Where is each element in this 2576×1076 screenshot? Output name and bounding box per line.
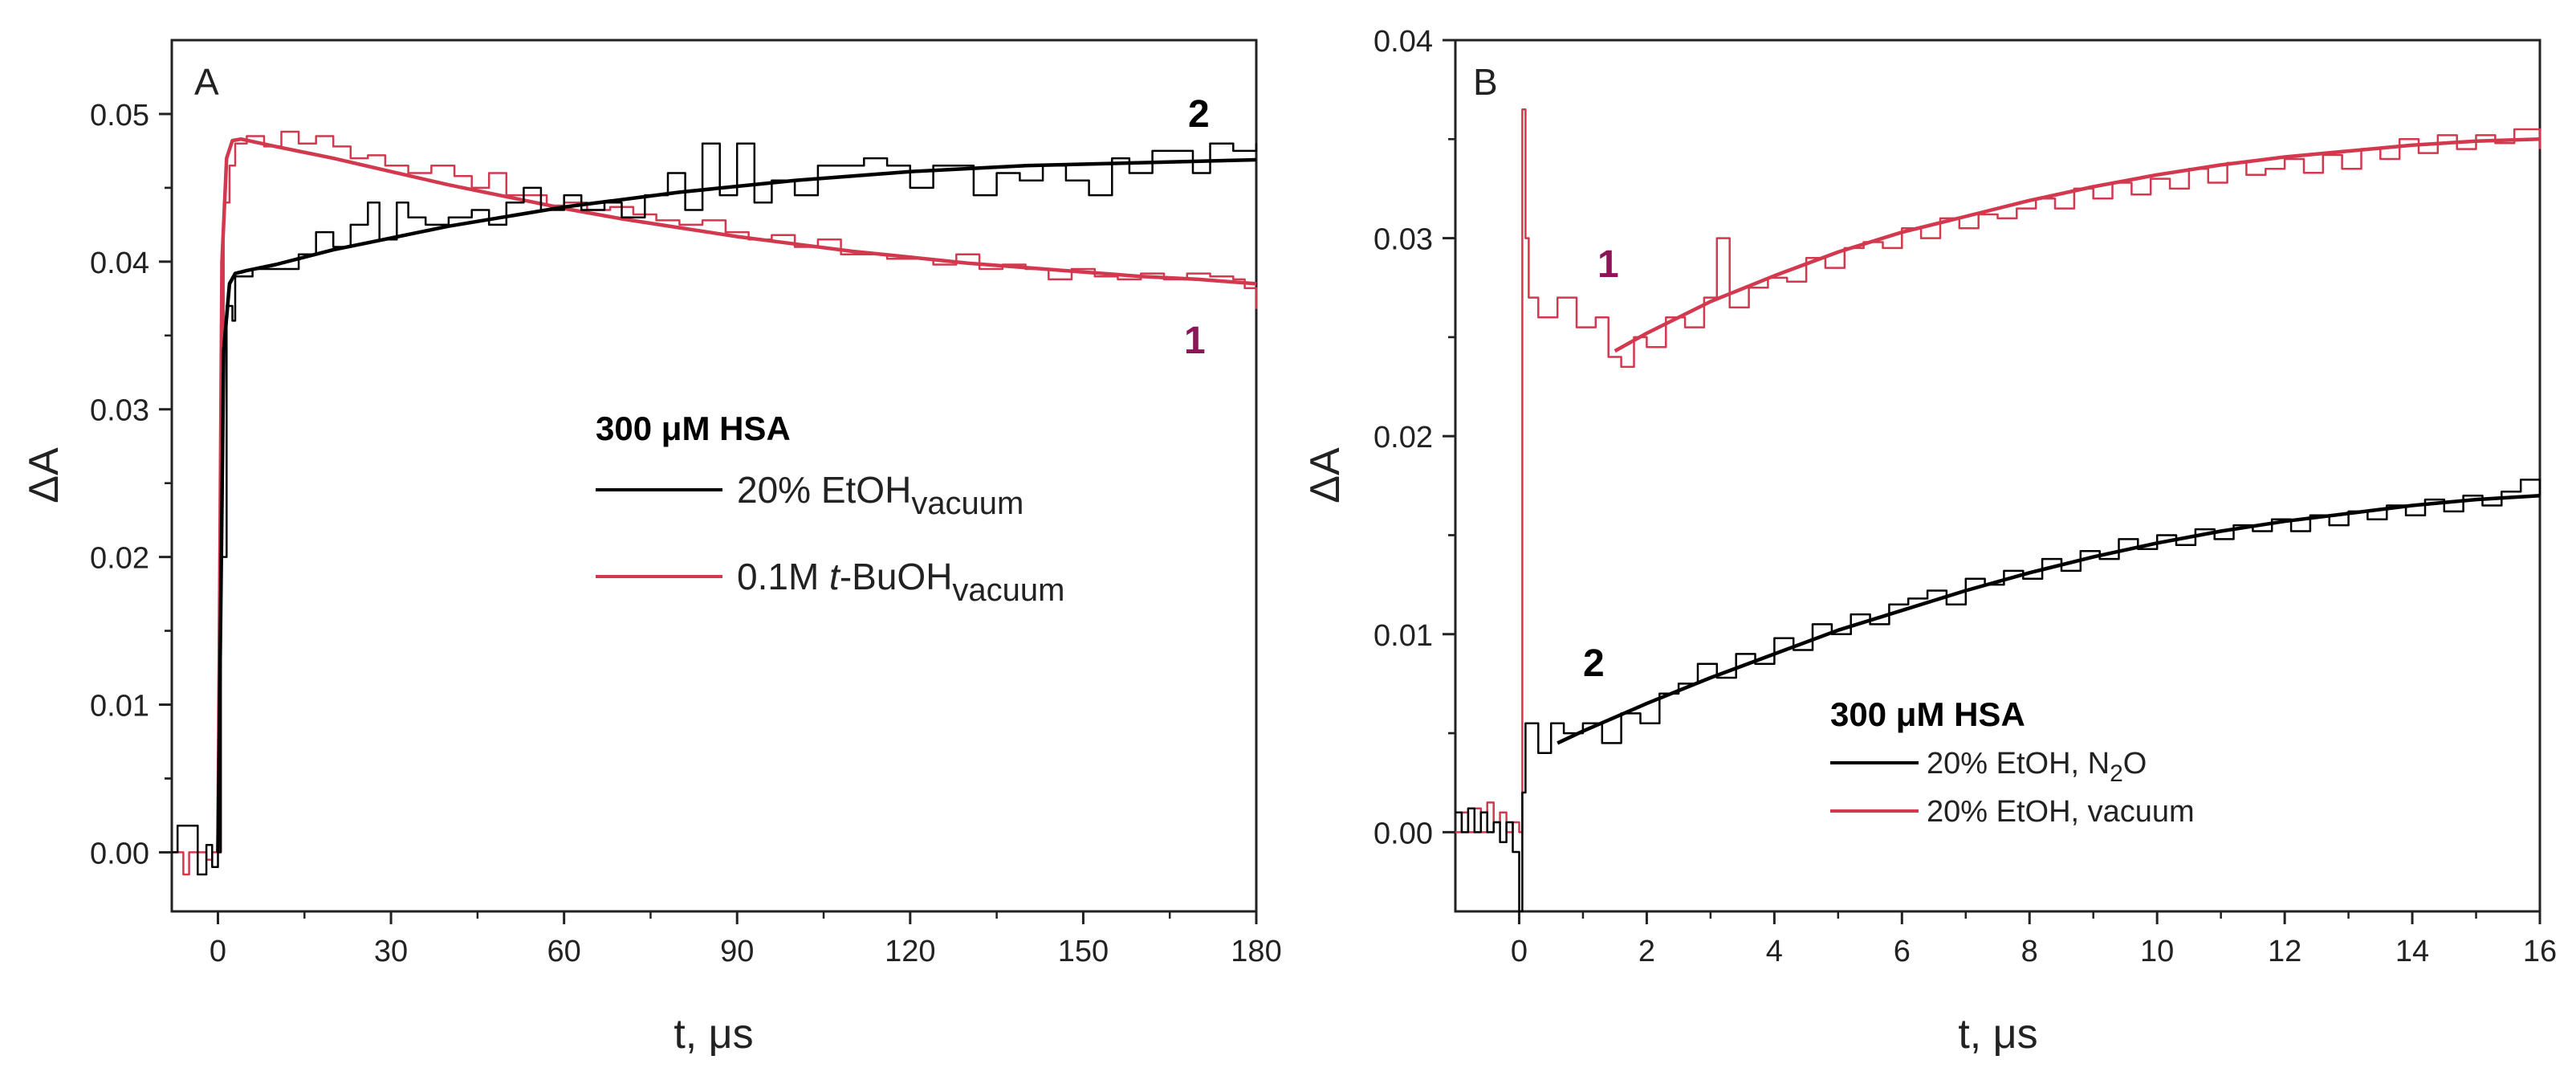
x-tick-label-b: 6: [1894, 935, 1911, 968]
y-tick-label-b: 0.00: [1373, 817, 1433, 850]
x-tick-label-b: 2: [1638, 935, 1655, 968]
legend-entry-a-1-pre: 0.1M: [737, 556, 829, 597]
curve-label-2-a: 2: [1188, 93, 1210, 136]
series-raw-a-1: [172, 130, 1258, 876]
legend-entry-b-1: 20% EtOH, vacuum: [1927, 795, 2195, 829]
ticks-a: 0 30 60 90 120 150 180 0.00 0.01 0.02 0.03 0.04 0.05: [90, 99, 1282, 968]
legend-entry-b-0-text: 20% EtOH, N: [1927, 747, 2110, 781]
legend-entry-b-0-sub: 2: [2110, 760, 2123, 787]
legend-title-a: 300 μM HSA: [596, 410, 791, 447]
x-tick-label-b: 16: [2523, 935, 2557, 968]
series-fit-a-2: [216, 157, 1257, 853]
x-tick-label-b: 8: [2021, 935, 2038, 968]
y-tick-label-a: 0.01: [90, 690, 149, 723]
legend-a: 300 μM HSA 20% EtOHvacuum 0.1M t-BuOHvac…: [596, 410, 1064, 608]
series-raw-b-1: [1455, 108, 2541, 833]
y-axis-label-b: ΔA: [1302, 447, 1349, 503]
x-axis-label-a: t, μs: [674, 1011, 753, 1058]
x-tick-label-a: 30: [374, 935, 408, 968]
x-tick-label-b: 14: [2395, 935, 2429, 968]
legend-entry-a-1: 0.1M t-BuOHvacuum: [737, 556, 1064, 608]
ticks-b: 0 2 4 6 8 10 12 14 160.000.010.020.030.04: [1373, 25, 2557, 968]
chart-b: 0 2 4 6 8 10 12 14 160.000.010.020.030.04 B t, μ…: [1302, 25, 2557, 1058]
legend-entry-b-0-post: O: [2123, 747, 2147, 781]
x-tick-label-b: 4: [1766, 935, 1783, 968]
legend-b: 300 μM HSA 20% EtOH, N2O 20% EtOH, vacuu…: [1830, 695, 2195, 829]
y-tick-label-a: 0.05: [90, 99, 149, 132]
series-raw-b-2: [1455, 479, 2541, 913]
series-fit-b-1: [1614, 137, 2541, 353]
legend-entry-a-0: 20% EtOHvacuum: [737, 469, 1023, 521]
plot-frame-a: [170, 39, 1258, 913]
y-tick-label-a: 0.02: [90, 542, 149, 576]
y-axis-label-a: ΔA: [21, 447, 67, 503]
series-fit-a-1: [216, 137, 1257, 853]
x-tick-label-a: 90: [720, 935, 754, 968]
legend-entry-a-0-sub: vacuum: [911, 486, 1023, 521]
legend-entry-a-1-text: -BuOH: [840, 556, 953, 597]
y-tick-label-a: 0.03: [90, 394, 149, 428]
x-tick-label-a: 180: [1231, 935, 1281, 968]
x-tick-label-b: 0: [1511, 935, 1528, 968]
legend-entry-a-0-text: 20% EtOH: [737, 469, 911, 511]
legend-entry-b-0: 20% EtOH, N2O: [1927, 747, 2147, 787]
series-raw-a-2: [172, 142, 1258, 876]
series-a: [172, 130, 1258, 876]
chart-a: 0 30 60 90 120 150 180 0.00 0.01 0.02 0.03 0.04 0.05…: [21, 39, 1282, 1058]
x-tick-label-b: 12: [2268, 935, 2301, 968]
x-tick-label-a: 60: [547, 935, 581, 968]
y-tick-label-a: 0.00: [90, 837, 149, 870]
panel-label-b: B: [1473, 61, 1498, 103]
legend-entry-a-1-italic: t: [829, 556, 841, 597]
x-axis-label-b: t, μs: [1958, 1011, 2037, 1058]
y-tick-label-b: 0.04: [1373, 25, 1433, 59]
x-tick-label-a: 150: [1058, 935, 1109, 968]
x-tick-label-a: 120: [885, 935, 935, 968]
x-tick-label-a: 0: [210, 935, 226, 968]
panel-label-a: A: [194, 61, 219, 103]
y-tick-label-a: 0.04: [90, 247, 149, 280]
y-tick-label-b: 0.01: [1373, 619, 1433, 653]
plot-frame-b: [1454, 39, 2541, 913]
y-tick-label-b: 0.02: [1373, 421, 1433, 454]
legend-title-b: 300 μM HSA: [1830, 695, 2025, 733]
curve-label-2-b: 2: [1583, 642, 1605, 685]
curve-label-1-b: 1: [1597, 243, 1619, 286]
y-tick-label-b: 0.03: [1373, 223, 1433, 257]
legend-entry-a-1-sub: vacuum: [952, 573, 1064, 608]
curve-label-1-a: 1: [1184, 320, 1206, 362]
series-b: [1455, 108, 2541, 913]
series-fit-b-2: [1557, 493, 2541, 745]
x-tick-label-b: 10: [2140, 935, 2174, 968]
